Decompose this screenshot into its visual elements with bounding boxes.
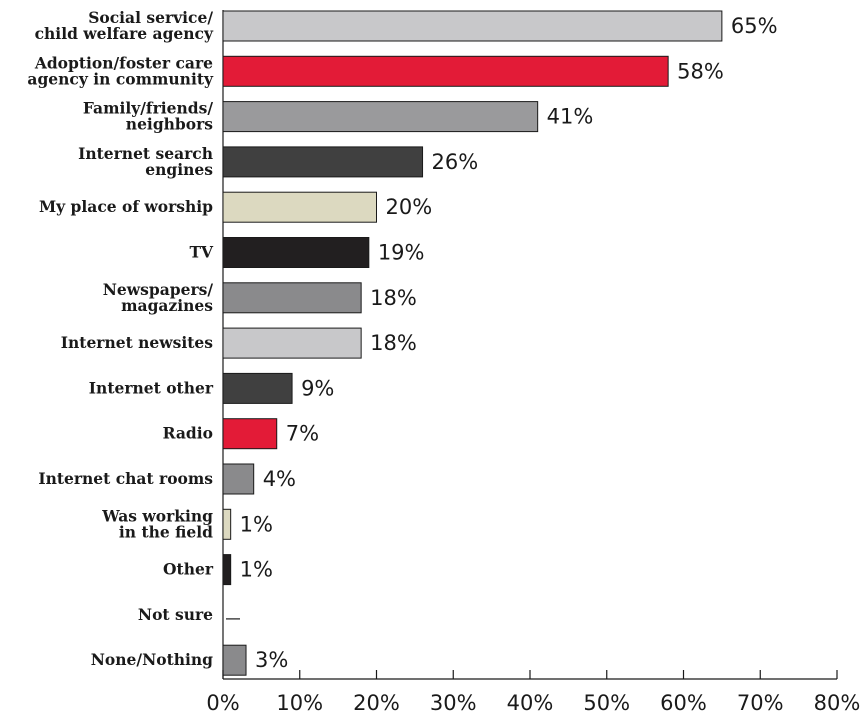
value-label: 20%: [386, 195, 433, 219]
value-label: 65%: [731, 14, 778, 38]
category-label: engines: [145, 160, 213, 179]
category-label: Other: [163, 560, 214, 579]
category-label: neighbors: [126, 115, 213, 134]
category-labels: Social service/child welfare agencyAdopt…: [27, 8, 214, 669]
category-label: Internet newsites: [61, 333, 214, 352]
category-label: None/Nothing: [91, 650, 213, 669]
bar: [223, 11, 722, 41]
value-label: 1%: [240, 512, 273, 536]
bar: [223, 102, 538, 132]
category-label: My place of worship: [39, 197, 213, 216]
category-label: child welfare agency: [35, 24, 214, 43]
bar: [223, 238, 369, 268]
x-tick-label: 0%: [206, 691, 239, 715]
x-axis-ticks: 0% 10% 20% 30% 40% 50% 60% 70% 80%: [206, 670, 860, 715]
x-tick-label: 50%: [583, 691, 630, 715]
value-label: 9%: [301, 376, 334, 400]
value-label: 3%: [255, 648, 288, 672]
bar: [223, 283, 361, 313]
value-label: 41%: [547, 105, 594, 129]
bar: [223, 56, 668, 86]
bar: [223, 192, 377, 222]
category-label: magazines: [121, 296, 213, 315]
value-label: 7%: [286, 422, 319, 446]
chart-bars: [223, 11, 722, 675]
category-label: in the field: [119, 522, 213, 541]
bar: [223, 419, 277, 449]
x-tick-label: 20%: [353, 691, 400, 715]
category-label: agency in community: [27, 69, 214, 88]
category-label: TV: [189, 243, 214, 262]
x-tick-label: 70%: [737, 691, 784, 715]
bar: [223, 509, 231, 539]
value-label: 18%: [370, 331, 417, 355]
bar: [223, 645, 246, 675]
bar: [223, 373, 292, 403]
x-tick-label: 10%: [276, 691, 323, 715]
value-label: 18%: [370, 286, 417, 310]
bar: [223, 147, 423, 177]
bar: [223, 328, 361, 358]
category-label: Internet other: [89, 378, 214, 397]
bar: [223, 555, 231, 585]
bar: [223, 464, 254, 494]
category-label: Radio: [163, 424, 213, 443]
value-label: 19%: [378, 241, 425, 265]
value-label: 26%: [432, 150, 479, 174]
value-label: 1%: [240, 558, 273, 582]
value-label: 58%: [677, 59, 724, 83]
x-tick-label: 40%: [507, 691, 554, 715]
x-tick-label: 60%: [660, 691, 707, 715]
x-tick-label: 30%: [430, 691, 477, 715]
category-label: Not sure: [138, 605, 213, 624]
category-label: Internet chat rooms: [38, 469, 213, 488]
x-tick-label: 80%: [814, 691, 861, 715]
value-label: 4%: [263, 467, 296, 491]
